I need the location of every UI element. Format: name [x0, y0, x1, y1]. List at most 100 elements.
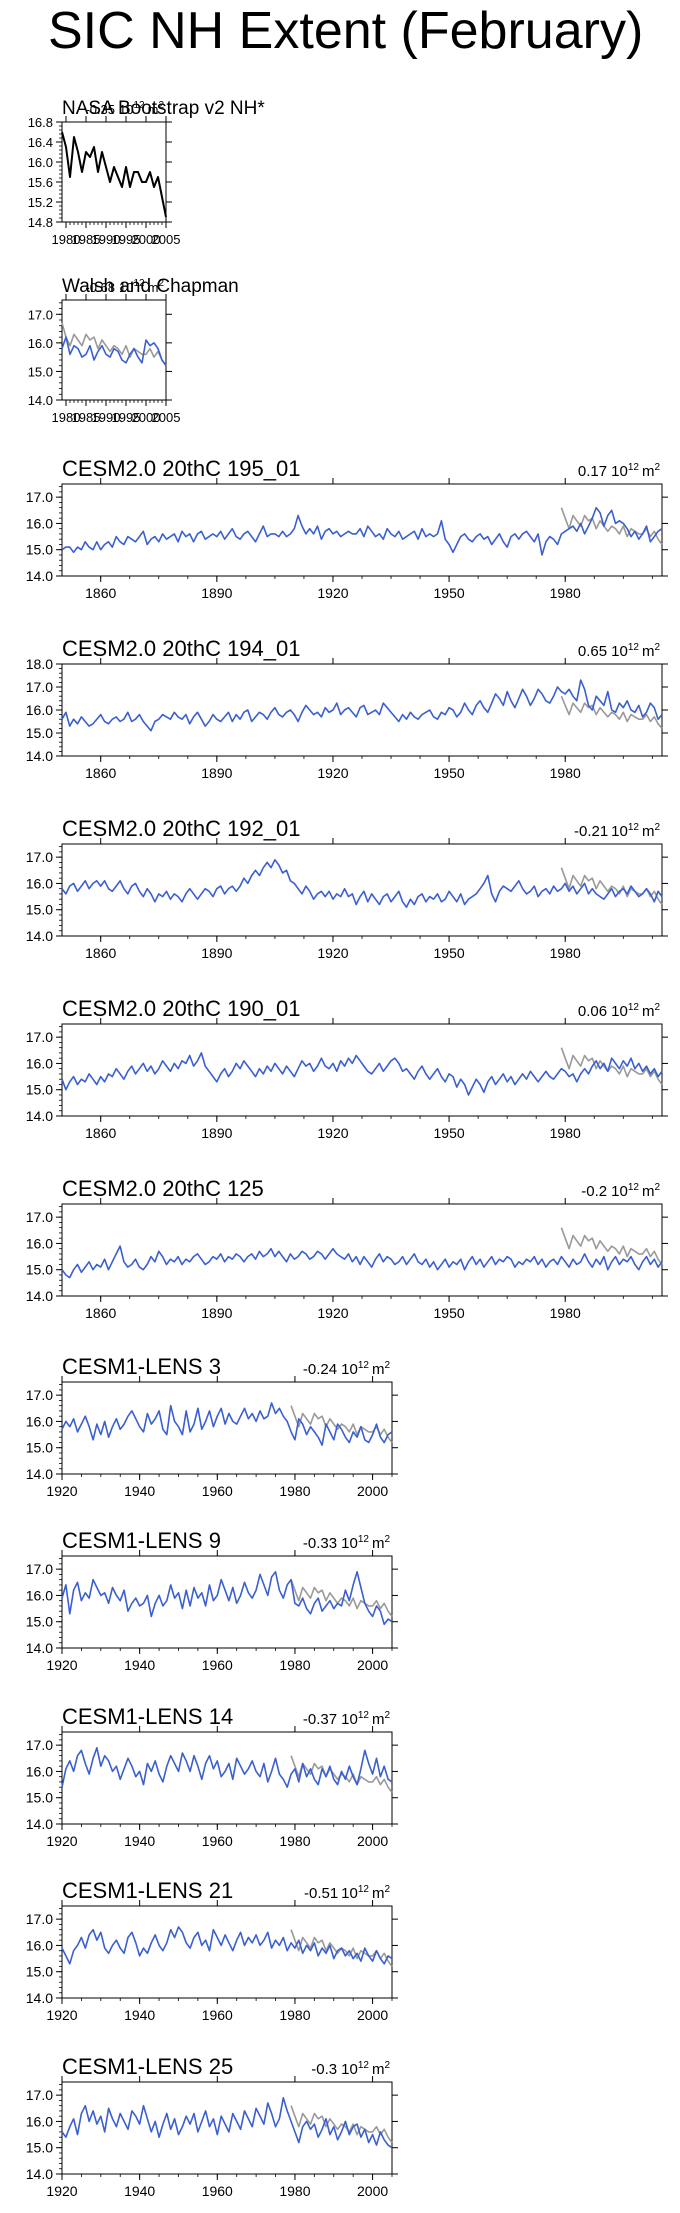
- trend-base: 10: [611, 643, 628, 660]
- x-tick-label: 2005: [152, 232, 181, 247]
- x-tick-label: 2000: [357, 1657, 388, 1673]
- x-tick-label: 1920: [317, 765, 348, 781]
- x-tick-label: 1920: [317, 945, 348, 961]
- trend-value: -0.51: [304, 1885, 338, 1902]
- series-line-model: [61, 858, 663, 908]
- x-tick-label: 1995: [112, 232, 141, 247]
- y-tick-label: 15.0: [26, 1440, 53, 1456]
- series-line-obs: [290, 1579, 393, 1617]
- chart-panel-lens-3: CESM1-LENS 3 -0.24 1012 m2 14.0 15.0 16.0 17.0 1…: [26, 1354, 398, 1499]
- y-tick-label: 17.0: [26, 1209, 53, 1225]
- y-tick-label: 16.0: [26, 1937, 53, 1953]
- trend-unit: m: [642, 823, 655, 840]
- y-tick-label: 14.0: [26, 748, 53, 764]
- trend-unit-exponent: 2: [158, 100, 164, 111]
- trend-exponent: 12: [358, 1710, 370, 1721]
- trend-value: 0.06: [578, 1003, 607, 1020]
- trend-value: -0.3: [311, 2061, 337, 2078]
- trend-exponent: 12: [358, 1360, 370, 1371]
- chart-panel-cesm2-192: CESM2.0 20thC 192_01 -0.21 1012 m2 14.0 15.0 1…: [26, 816, 668, 961]
- y-tick-label: 16.8: [28, 115, 53, 130]
- page-title: SIC NH Extent (February): [48, 2, 644, 60]
- trend-exponent: 12: [628, 1182, 640, 1193]
- y-tick-label: 17.0: [26, 1387, 53, 1403]
- trend-value: -0.24: [303, 1361, 337, 1378]
- chart-title: CESM2.0 20thC 190_01: [62, 996, 301, 1021]
- trend-label: 0.65 1012 m2: [578, 642, 661, 660]
- x-tick-label: 1890: [201, 945, 232, 961]
- x-tick-label: 1980: [279, 1657, 310, 1673]
- series-line-model: [61, 1402, 393, 1446]
- x-tick-label: 1960: [202, 1483, 233, 1499]
- trend-unit-exponent: 2: [384, 1710, 390, 1721]
- y-tick-label: 14.0: [26, 1466, 53, 1482]
- y-tick-label: 14.0: [26, 2166, 53, 2182]
- y-tick-label: 15.0: [26, 725, 53, 741]
- x-tick-label: 2000: [357, 2007, 388, 2023]
- x-tick-label: 1985: [72, 232, 101, 247]
- x-tick-label: 1990: [92, 232, 121, 247]
- x-tick-label: 1920: [46, 2183, 77, 2199]
- x-tick-label: 1940: [124, 2183, 155, 2199]
- plot-frame: [61, 1555, 393, 1649]
- trend-exponent: 12: [358, 1534, 370, 1545]
- trend-unit: m: [372, 1535, 385, 1552]
- x-tick-label: 1920: [46, 1483, 77, 1499]
- series-line-model: [61, 2097, 393, 2149]
- y-tick-label: 14.0: [26, 1288, 53, 1304]
- chart-panel-cesm2-190: CESM2.0 20thC 190_01 0.06 1012 m2 14.0 15.0 16…: [26, 996, 668, 1141]
- y-tick-label: 16.0: [28, 336, 53, 351]
- y-tick-label: 16.0: [26, 875, 53, 891]
- chart-panel-cesm2-125: CESM2.0 20thC 125 -0.2 1012 m2 14.0 15.0 16.0 1…: [26, 1176, 668, 1321]
- chart-title: CESM2.0 20thC 192_01: [62, 816, 301, 841]
- x-tick-label: 1940: [124, 2007, 155, 2023]
- x-tick-label: 1920: [317, 585, 348, 601]
- trend-label: 0.06 1012 m2: [578, 1002, 661, 1020]
- trend-base: 10: [341, 1711, 358, 1728]
- x-tick-label: 1980: [279, 2007, 310, 2023]
- x-tick-label: 1890: [201, 765, 232, 781]
- chart-title: CESM1-LENS 25: [62, 2054, 233, 2079]
- series-line-obs: [560, 1047, 663, 1085]
- plot-frame: [61, 1203, 663, 1297]
- trend-value: -0.37: [303, 1711, 337, 1728]
- x-tick-label: 2000: [357, 1483, 388, 1499]
- y-tick-label: 16.0: [26, 1055, 53, 1071]
- trend-unit: m: [642, 1183, 655, 1200]
- trend-unit: m: [642, 643, 655, 660]
- y-tick-label: 16.0: [26, 2113, 53, 2129]
- trend-base: 10: [119, 280, 133, 295]
- trend-label: -0.24 1012 m2: [303, 1360, 391, 1378]
- series-line-model: [61, 1926, 393, 1965]
- y-tick-label: 16.4: [28, 135, 53, 150]
- series-line-obs: [560, 695, 663, 729]
- trend-exponent: 12: [628, 1002, 640, 1013]
- series-line-model: [61, 1052, 663, 1096]
- trend-unit: m: [642, 1003, 655, 1020]
- chart-title: NASA Bootstrap v2 NH*: [62, 98, 265, 119]
- trend-unit-exponent: 2: [654, 1182, 660, 1193]
- x-tick-label: 1985: [72, 410, 101, 425]
- plot-frame: [61, 1905, 393, 1999]
- chart-title: CESM2.0 20thC 125: [62, 1176, 264, 1201]
- y-tick-label: 16.0: [26, 1763, 53, 1779]
- series-line-model: [61, 336, 167, 367]
- trend-unit: m: [372, 1711, 385, 1728]
- x-tick-label: 1890: [201, 1125, 232, 1141]
- y-tick-label: 16.0: [28, 155, 53, 170]
- trend-base: 10: [341, 1361, 358, 1378]
- y-tick-label: 17.0: [28, 307, 53, 322]
- y-tick-label: 14.0: [26, 1640, 53, 1656]
- y-tick-label: 16.0: [26, 702, 53, 718]
- trend-unit-exponent: 2: [384, 1360, 390, 1371]
- trend-unit: m: [148, 280, 159, 295]
- trend-value: -0.33: [303, 1535, 337, 1552]
- x-tick-label: 1980: [279, 1833, 310, 1849]
- trend-base: 10: [611, 823, 628, 840]
- chart-panel-lens-9: CESM1-LENS 9 -0.33 1012 m2 14.0 15.0 16.0 17.0 1…: [26, 1528, 398, 1673]
- trend-unit: m: [148, 102, 159, 117]
- x-tick-label: 1980: [550, 585, 581, 601]
- x-tick-label: 1940: [124, 1657, 155, 1673]
- chart-panel-walsh: Walsh and Chapman-0.68 1012 m2 14.0 15.0 16.0…: [28, 276, 239, 425]
